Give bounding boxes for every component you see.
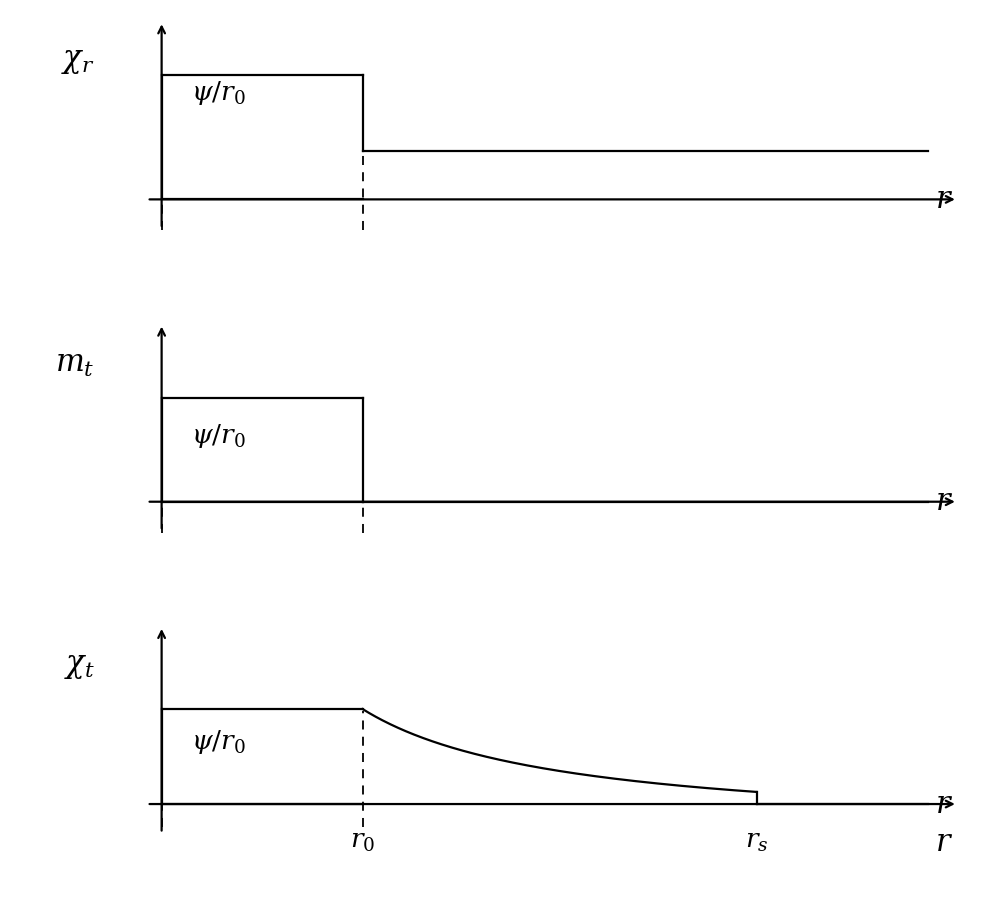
Text: $\chi_t$: $\chi_t$ xyxy=(64,652,94,681)
Text: $\psi/r_0$: $\psi/r_0$ xyxy=(191,727,246,755)
Text: $r_s$: $r_s$ xyxy=(745,828,767,854)
Text: $\psi/r_0$: $\psi/r_0$ xyxy=(191,422,246,450)
Text: $r$: $r$ xyxy=(934,185,952,214)
Text: $r_0$: $r_0$ xyxy=(350,828,375,854)
Text: $\psi/r_0$: $\psi/r_0$ xyxy=(191,79,246,107)
Text: $\chi_r$: $\chi_r$ xyxy=(61,48,94,76)
Text: $r$: $r$ xyxy=(934,828,952,858)
Text: $r$: $r$ xyxy=(934,488,952,516)
Text: $m_t$: $m_t$ xyxy=(55,349,94,379)
Text: $r$: $r$ xyxy=(934,789,952,819)
